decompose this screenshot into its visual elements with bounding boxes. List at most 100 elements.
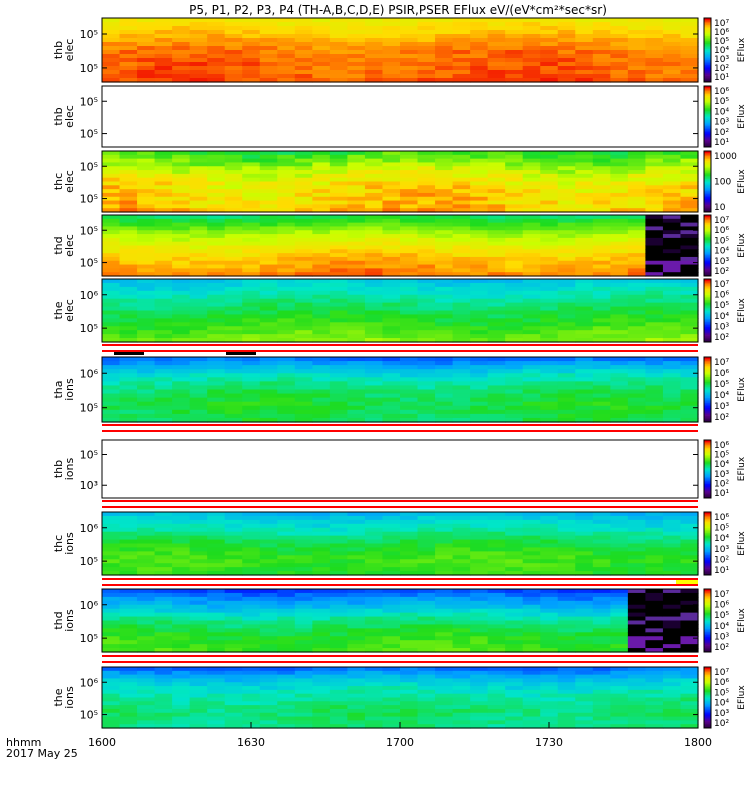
heatmap-cell bbox=[119, 306, 138, 312]
heatmap-cell bbox=[312, 322, 331, 327]
heatmap-cell bbox=[242, 218, 261, 224]
heatmap-cell bbox=[435, 230, 454, 235]
colorbar-segment bbox=[704, 679, 711, 682]
heatmap-cell bbox=[347, 177, 366, 183]
heatmap-cell bbox=[189, 608, 208, 614]
heatmap-cell bbox=[417, 357, 436, 362]
heatmap-cell bbox=[207, 26, 226, 31]
heatmap-cell bbox=[154, 385, 173, 391]
heatmap-cell bbox=[645, 200, 664, 205]
heatmap-cell bbox=[329, 600, 349, 606]
heatmap-cell bbox=[277, 46, 296, 51]
heatmap-cell bbox=[522, 527, 541, 533]
heatmap-cell bbox=[102, 189, 121, 194]
heatmap-cell bbox=[592, 264, 611, 269]
colorbar-segment bbox=[704, 519, 711, 522]
heatmap-cell bbox=[470, 644, 489, 649]
heatmap-cell bbox=[557, 230, 576, 235]
heatmap-cell bbox=[540, 670, 559, 676]
colorbar-segment bbox=[704, 327, 711, 330]
heatmap-cell bbox=[347, 701, 366, 706]
heatmap-cell bbox=[259, 724, 278, 729]
heatmap-cell bbox=[435, 616, 454, 622]
heatmap-cell bbox=[382, 535, 401, 541]
heatmap-cell bbox=[610, 612, 629, 618]
chart-title: P5, P1, P2, P3, P4 (TH-A,B,C,D,E) PSIR,P… bbox=[189, 3, 607, 17]
heatmap-cell bbox=[610, 648, 629, 653]
heatmap-cell bbox=[452, 413, 471, 419]
heatmap-cell bbox=[364, 624, 384, 629]
heatmap-cell bbox=[627, 241, 647, 247]
heatmap-cell bbox=[277, 334, 296, 339]
flag-mark bbox=[114, 352, 144, 355]
heatmap-cell bbox=[417, 720, 436, 725]
heatmap-cell bbox=[224, 177, 243, 183]
heatmap-cell bbox=[277, 249, 296, 254]
heatmap-cell bbox=[277, 705, 296, 710]
heatmap-cell bbox=[172, 62, 191, 67]
heatmap-cell bbox=[470, 256, 489, 262]
heatmap-cell bbox=[154, 543, 173, 549]
heatmap-cell bbox=[382, 46, 401, 51]
heatmap-cell bbox=[137, 413, 156, 419]
flag-mark bbox=[676, 580, 698, 584]
heatmap-cell bbox=[645, 298, 664, 304]
heatmap-cell bbox=[224, 170, 243, 175]
heatmap-cell bbox=[505, 527, 524, 533]
heatmap-cell bbox=[242, 151, 261, 156]
heatmap-cell bbox=[680, 381, 699, 387]
heatmap-cell bbox=[259, 608, 278, 614]
heatmap-cell bbox=[505, 720, 524, 725]
heatmap-cell bbox=[224, 18, 243, 23]
heatmap-cell bbox=[417, 644, 436, 649]
colorbar-segment bbox=[704, 122, 711, 125]
heatmap-cell bbox=[470, 218, 489, 224]
heatmap-cell bbox=[189, 151, 208, 156]
heatmap-cell bbox=[452, 154, 471, 160]
heatmap-cell bbox=[242, 592, 261, 598]
heatmap-cell bbox=[154, 697, 173, 702]
heatmap-cell bbox=[277, 78, 296, 83]
heatmap-cell bbox=[364, 604, 384, 610]
heatmap-cell bbox=[189, 272, 208, 277]
heatmap-cell bbox=[592, 338, 611, 343]
heatmap-cell bbox=[312, 620, 331, 626]
heatmap-cell bbox=[312, 42, 331, 47]
heatmap-cell bbox=[382, 230, 401, 235]
heatmap-cell bbox=[137, 551, 156, 556]
heatmap-cell bbox=[259, 264, 278, 269]
heatmap-cell bbox=[540, 74, 559, 79]
heatmap-cell bbox=[172, 310, 191, 316]
heatmap-cell bbox=[592, 322, 611, 327]
colorbar-segment bbox=[704, 476, 711, 479]
heatmap-cell bbox=[329, 338, 349, 343]
heatmap-cell bbox=[452, 151, 471, 156]
heatmap-cell bbox=[435, 397, 454, 403]
heatmap-cell bbox=[277, 338, 296, 343]
heatmap-cell bbox=[487, 385, 506, 391]
heatmap-cell bbox=[662, 38, 682, 43]
colorbar-segment bbox=[704, 118, 711, 121]
colorbar-segment bbox=[704, 124, 711, 127]
heatmap-cell bbox=[172, 535, 191, 541]
colorbar-segment bbox=[704, 338, 711, 341]
heatmap-cell bbox=[557, 381, 576, 387]
heatmap-cell bbox=[364, 724, 384, 729]
heatmap-cell bbox=[189, 531, 208, 537]
heatmap-cell bbox=[487, 512, 506, 517]
heatmap-cell bbox=[242, 361, 261, 366]
heatmap-cell bbox=[172, 559, 191, 564]
heatmap-cell bbox=[452, 189, 471, 194]
heatmap-cell bbox=[575, 222, 594, 228]
heatmap-cell bbox=[592, 196, 611, 202]
heatmap-cell bbox=[627, 644, 647, 649]
heatmap-cell bbox=[259, 158, 278, 164]
colorbar-segment bbox=[704, 53, 711, 56]
heatmap-cell bbox=[505, 38, 524, 43]
heatmap-cell bbox=[522, 701, 541, 706]
heatmap-cell bbox=[592, 185, 611, 190]
heatmap-cell bbox=[119, 373, 138, 378]
heatmap-cell bbox=[417, 18, 436, 23]
colorbar-segment bbox=[704, 615, 711, 618]
heatmap-cell bbox=[242, 181, 261, 186]
